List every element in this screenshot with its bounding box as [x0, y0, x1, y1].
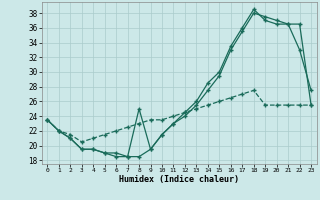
X-axis label: Humidex (Indice chaleur): Humidex (Indice chaleur): [119, 175, 239, 184]
